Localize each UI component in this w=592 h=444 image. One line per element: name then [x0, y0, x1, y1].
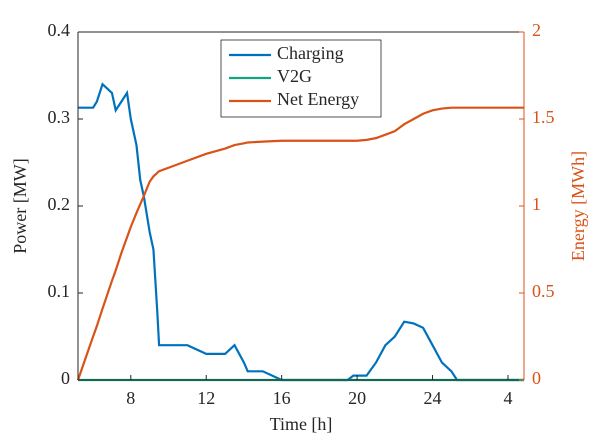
- series-line: [78, 82, 524, 382]
- legend-label: Net Energy: [277, 89, 359, 109]
- legend-label: V2G: [277, 66, 312, 86]
- legend-label: Charging: [277, 43, 344, 63]
- y2-tick-label: 1.5: [532, 107, 555, 127]
- y-tick-label: 0.2: [48, 194, 71, 214]
- y-tick-label: 0: [61, 368, 70, 388]
- x-tick-label: 12: [197, 388, 215, 408]
- y2-tick-label: 0: [532, 368, 541, 388]
- x-axis-label: Time [h]: [270, 414, 333, 434]
- y2-tick-label: 1: [532, 194, 541, 214]
- y-tick-label: 0.1: [48, 281, 71, 301]
- y-tick-label: 0.4: [48, 20, 71, 40]
- y-tick-label: 0.3: [48, 107, 71, 127]
- y-axis-label: Power [MW]: [10, 158, 30, 253]
- x-tick-label: 8: [126, 388, 135, 408]
- y2-tick-label: 0.5: [532, 281, 555, 301]
- x-tick-label: 24: [424, 388, 442, 408]
- series-line: [76, 106, 524, 381]
- y2-axis-label: Energy [MWh]: [568, 151, 588, 261]
- y2-tick-label: 2: [532, 20, 541, 40]
- x-tick-label: 16: [273, 388, 291, 408]
- x-tick-label: 4: [503, 388, 512, 408]
- x-tick-label: 20: [348, 388, 366, 408]
